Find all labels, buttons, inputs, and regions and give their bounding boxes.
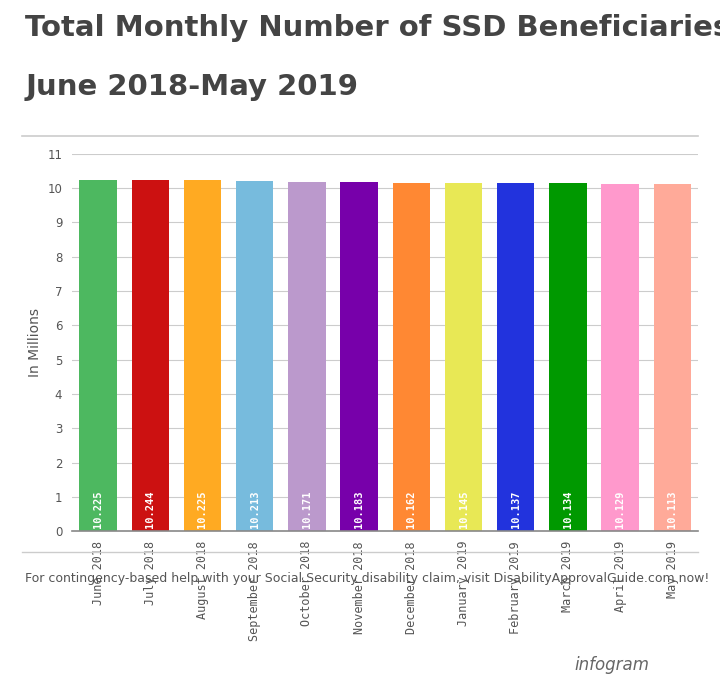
Bar bbox=[184, 180, 221, 531]
Text: 10.244: 10.244 bbox=[145, 490, 156, 528]
Y-axis label: In Millions: In Millions bbox=[28, 308, 42, 377]
Text: Total Monthly Number of SSD Beneficiaries,: Total Monthly Number of SSD Beneficiarie… bbox=[25, 14, 720, 42]
Bar bbox=[288, 182, 325, 531]
Bar bbox=[549, 184, 587, 531]
Text: 10.162: 10.162 bbox=[406, 490, 416, 528]
Text: infogram: infogram bbox=[575, 656, 649, 674]
Bar bbox=[236, 181, 274, 531]
Text: 10.183: 10.183 bbox=[354, 490, 364, 528]
Bar bbox=[132, 180, 169, 531]
Text: June 2018-May 2019: June 2018-May 2019 bbox=[25, 73, 359, 101]
Text: 10.213: 10.213 bbox=[250, 490, 260, 528]
Bar bbox=[497, 183, 534, 531]
Text: 10.171: 10.171 bbox=[302, 490, 312, 528]
Bar bbox=[341, 182, 378, 531]
Bar bbox=[654, 185, 691, 531]
Bar bbox=[601, 184, 639, 531]
Text: 10.134: 10.134 bbox=[563, 490, 573, 528]
Bar bbox=[392, 182, 430, 531]
Text: 10.225: 10.225 bbox=[93, 490, 103, 528]
Bar bbox=[79, 180, 117, 531]
Text: 10.113: 10.113 bbox=[667, 490, 678, 528]
Bar bbox=[445, 183, 482, 531]
Text: 10.137: 10.137 bbox=[510, 490, 521, 528]
Text: For contingency-based help with your Social Security disability claim, visit Dis: For contingency-based help with your Soc… bbox=[25, 572, 710, 585]
Text: 10.129: 10.129 bbox=[615, 490, 625, 528]
Text: 10.145: 10.145 bbox=[459, 490, 469, 528]
Text: 10.225: 10.225 bbox=[197, 490, 207, 528]
